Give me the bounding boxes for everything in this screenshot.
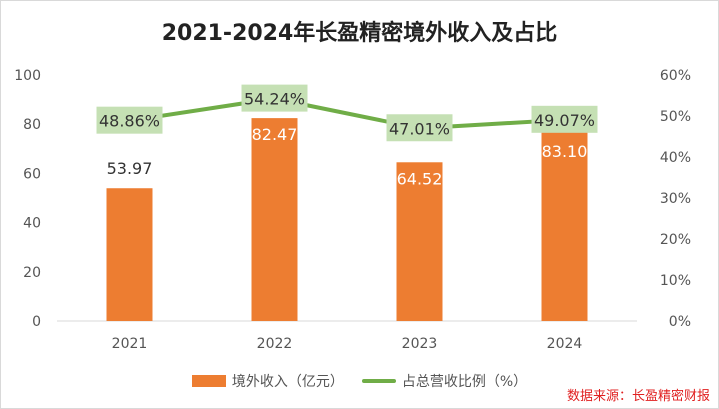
left-tick-label: 100: [14, 68, 41, 84]
right-tick-label: 0%: [669, 314, 691, 330]
x-tick-label: 2023: [402, 336, 438, 352]
bar-data-label: 53.97: [107, 159, 153, 178]
bar-revenue-2022: [251, 118, 298, 321]
ratio-line: [129, 96, 565, 131]
ratio-data-label: 48.86%: [99, 112, 160, 131]
bar-revenue-2021: [106, 188, 153, 321]
right-tick-label: 30%: [660, 191, 691, 207]
left-tick-label: 0: [32, 314, 41, 330]
right-tick-label: 20%: [660, 232, 691, 248]
ratio-data-label: 54.24%: [244, 90, 305, 109]
legend-swatch-line: [361, 379, 396, 383]
legend-label: 境外收入（亿元）: [231, 374, 344, 390]
legend-swatch-bar: [191, 375, 226, 387]
ratio-data-label: 49.07%: [534, 111, 595, 130]
ratio-data-label: 47.01%: [389, 119, 450, 138]
legend-label: 占总营收比例（%）: [401, 374, 528, 390]
left-tick-label: 80: [23, 117, 41, 133]
bar-data-label: 82.47: [252, 125, 298, 144]
left-tick-label: 60: [23, 166, 41, 182]
x-tick-label: 2024: [547, 336, 583, 352]
ratio-label-box: [386, 114, 453, 142]
left-tick-label: 20: [23, 265, 41, 281]
bar-revenue-2024: [541, 116, 588, 321]
ratio-label-box: [531, 105, 598, 133]
bar-revenue-2023: [396, 162, 443, 321]
ratio-label-box: [241, 84, 308, 112]
bar-data-label: 64.52: [397, 169, 443, 188]
left-tick-label: 40: [23, 216, 41, 232]
legend: 境外收入（亿元） 占总营收比例（%）: [1, 371, 718, 391]
right-tick-label: 40%: [660, 150, 691, 166]
source-note: 数据来源：长盈精密财报: [566, 389, 710, 404]
legend-item-ratio: 占总营收比例（%）: [361, 371, 528, 391]
chart-title: 2021-2024年长盈精密境外收入及占比: [161, 21, 558, 46]
right-tick-label: 50%: [660, 109, 691, 125]
right-tick-label: 10%: [660, 273, 691, 289]
x-tick-label: 2021: [112, 336, 148, 352]
bar-data-label: 83.10: [542, 142, 588, 161]
right-tick-label: 60%: [660, 68, 691, 84]
legend-item-revenue: 境外收入（亿元）: [191, 371, 344, 391]
x-tick-label: 2022: [257, 336, 293, 352]
ratio-label-box: [96, 106, 163, 134]
